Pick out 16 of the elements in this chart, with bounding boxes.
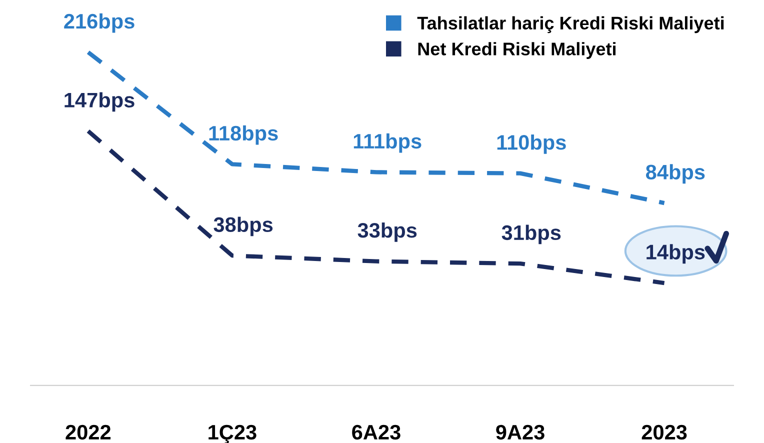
data-label: 33bps	[358, 222, 417, 242]
data-label: 110bps	[497, 134, 566, 154]
data-label: 216bps	[64, 13, 134, 33]
data-label: 118bps	[209, 125, 278, 145]
data-label: 14bps	[646, 244, 705, 264]
data-label: 111bps	[354, 133, 422, 153]
x-tick-label: 2022	[66, 424, 111, 440]
x-tick-label: 2023	[642, 424, 687, 440]
data-label: 84bps	[646, 164, 705, 184]
legend-label: Net Kredi Riski Maliyeti	[418, 42, 616, 59]
data-label: 38bps	[214, 216, 273, 236]
x-tick-label: 6A23	[352, 424, 400, 440]
legend-label: Tahsilatlar hariç Kredi Riski Maliyeti	[417, 16, 724, 34]
data-label: 147bps	[64, 92, 134, 112]
data-label: 31bps	[502, 224, 561, 244]
x-tick-label: 9A23	[496, 424, 544, 440]
